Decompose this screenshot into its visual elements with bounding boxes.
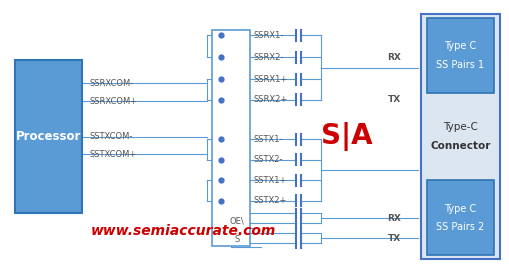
Text: SSTX2-: SSTX2- [253, 155, 283, 164]
FancyBboxPatch shape [15, 60, 81, 213]
Text: Connector: Connector [430, 141, 490, 151]
FancyBboxPatch shape [420, 14, 499, 259]
Text: S: S [234, 235, 240, 244]
Text: Processor: Processor [16, 130, 81, 143]
Text: SSTX1-: SSTX1- [253, 135, 283, 144]
Text: SSRXCOM-: SSRXCOM- [89, 79, 133, 88]
Text: SS Pairs 1: SS Pairs 1 [436, 60, 484, 70]
Text: RX: RX [386, 53, 401, 62]
Text: SSTX1+: SSTX1+ [253, 176, 287, 185]
Text: SSRXCOM+: SSRXCOM+ [89, 97, 137, 105]
Text: SSRX1+: SSRX1+ [253, 75, 288, 84]
Text: RX: RX [386, 214, 401, 223]
Text: TX: TX [387, 95, 400, 104]
Text: SSTXCOM-: SSTXCOM- [89, 132, 132, 141]
Text: SSTX2+: SSTX2+ [253, 196, 287, 205]
FancyBboxPatch shape [211, 30, 249, 246]
Text: SS Pairs 2: SS Pairs 2 [436, 222, 484, 232]
Text: Type C: Type C [443, 204, 476, 214]
Text: www.semiaccurate.com: www.semiaccurate.com [91, 224, 276, 238]
FancyBboxPatch shape [427, 180, 493, 255]
Text: S|A: S|A [320, 122, 372, 151]
Text: Type-C: Type-C [442, 122, 477, 132]
Text: Type C: Type C [443, 41, 476, 51]
Text: SSRX2+: SSRX2+ [253, 95, 288, 104]
Text: SSRX2-: SSRX2- [253, 53, 284, 62]
Text: TX: TX [387, 234, 400, 242]
Text: SSTXCOM+: SSTXCOM+ [89, 150, 136, 159]
Text: OE\: OE\ [229, 216, 243, 225]
Text: SSRX1-: SSRX1- [253, 31, 284, 40]
FancyBboxPatch shape [427, 18, 493, 93]
